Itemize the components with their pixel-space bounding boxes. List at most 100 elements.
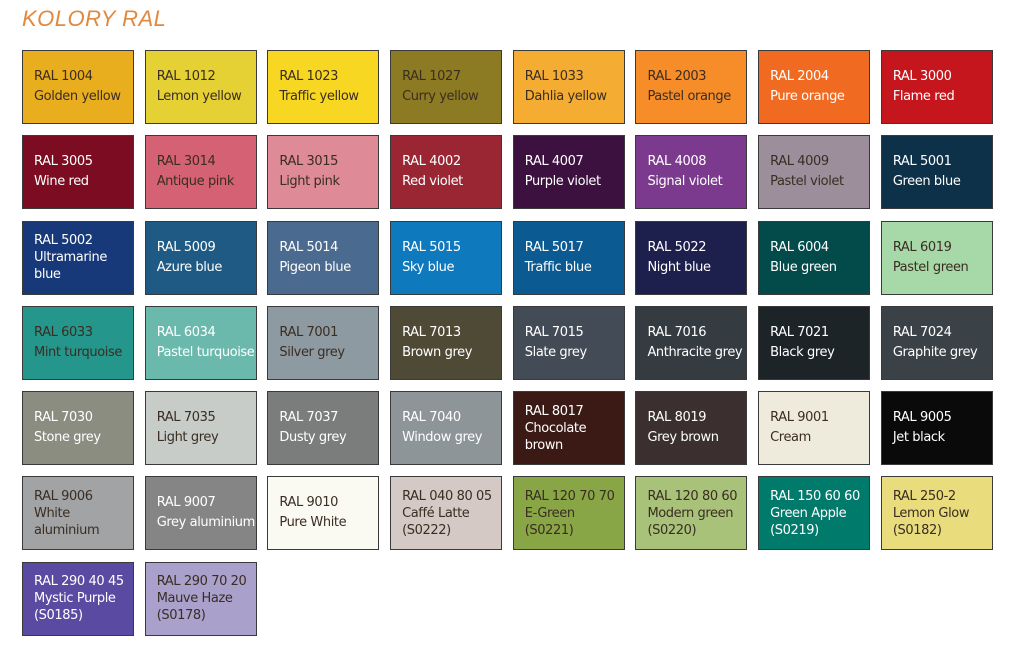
swatch-label: brown (524, 437, 564, 453)
swatch-label: Dahlia yellow (524, 89, 607, 104)
swatch-label: Brown grey (402, 344, 473, 360)
color-swatch: RAL 7040 Window grey (390, 391, 503, 466)
page-title: KOLORY RAL (22, 6, 167, 31)
swatch-label: Green blue (892, 174, 961, 190)
color-swatch: RAL 2003 Pastel orange (635, 50, 748, 124)
color-swatch: RAL 8017 Chocolate brown (512, 391, 625, 466)
color-swatch: RAL 1027 Curry yellow (390, 50, 503, 124)
swatch-code: RAL 1027 (402, 69, 461, 84)
swatch-label: Mystic Purple (34, 591, 116, 607)
swatch-label: Pastel violet (770, 174, 844, 190)
swatch-label: Grey brown (647, 430, 719, 446)
color-swatch: RAL 7001 Silver grey (267, 305, 380, 380)
swatch-label: Mint turquoise (34, 344, 122, 360)
swatch-label: Pure orange (770, 89, 845, 104)
swatch-code: RAL 6034 (156, 324, 216, 340)
swatch-label: Window grey (402, 430, 483, 446)
color-swatch: RAL 5001 Green blue (880, 135, 993, 210)
swatch-code: RAL 7024 (892, 324, 952, 340)
swatch-code: RAL 3014 (156, 154, 216, 170)
swatch-code: RAL 1033 (524, 69, 584, 84)
swatch-label: blue (34, 267, 61, 283)
swatch-label: Pigeon blue (279, 259, 351, 275)
swatch-code: RAL 150 60 60 (770, 488, 860, 504)
color-swatch: RAL 4007 Purple violet (512, 135, 625, 210)
color-swatch: RAL 290 70 20 Mauve Haze (S0178) (144, 561, 257, 636)
color-swatch: RAL 7037 Dusty grey (267, 391, 380, 466)
swatch-label: Blue green (770, 259, 837, 275)
color-swatch: RAL 7016 Anthracite grey (635, 305, 748, 380)
swatch-code: RAL 4009 (770, 154, 829, 170)
color-swatch: RAL 9007 Grey aluminium (144, 476, 257, 551)
color-swatch: RAL 1023 Traffic yellow (267, 50, 380, 124)
color-swatch: RAL 5014 Pigeon blue (267, 220, 380, 295)
swatch-label: (S0220) (647, 522, 697, 538)
swatch-label: Pastel green (892, 259, 969, 275)
color-swatch: RAL 7030 Stone grey (22, 391, 134, 466)
swatch-label: aluminium (34, 522, 100, 538)
swatch-label: (S0222) (402, 522, 451, 538)
color-swatch: RAL 7035 Light grey (144, 391, 257, 466)
swatch-code: RAL 5022 (647, 239, 707, 255)
color-swatch: RAL 7021 Black grey (758, 305, 871, 380)
swatch-code: RAL 5015 (402, 239, 461, 255)
swatch-label: Modern green (647, 505, 734, 521)
swatch-label: Pastel orange (647, 89, 731, 104)
swatch-code: RAL 7021 (770, 324, 829, 340)
swatch-code: RAL 1023 (279, 69, 339, 84)
swatch-code: RAL 4008 (647, 154, 707, 170)
color-swatch: RAL 120 80 60 Modern green (S0220) (635, 476, 748, 551)
swatch-label: (S0219) (770, 522, 819, 538)
color-swatch: RAL 1004 Golden yellow (22, 50, 134, 124)
swatch-code: RAL 1004 (34, 69, 93, 84)
color-swatch: RAL 3014 Antique pink (144, 135, 257, 210)
swatch-label: Pure White (279, 515, 347, 531)
color-swatch: RAL 5002 Ultramarine blue (22, 220, 134, 295)
color-swatch: RAL 2004 Pure orange (758, 50, 871, 124)
swatch-code: RAL 1012 (156, 69, 216, 84)
color-swatch: RAL 040 80 05 Caffé Latte (S0222) (390, 476, 503, 551)
swatch-label: Slate grey (524, 344, 587, 360)
swatch-code: RAL 9006 (34, 488, 93, 504)
color-swatch: RAL 150 60 60 Green Apple (S0219) (758, 476, 871, 551)
swatch-label: Anthracite grey (647, 344, 743, 360)
color-swatch: RAL 290 40 45 Mystic Purple (S0185) (22, 561, 134, 636)
swatch-code: RAL 9010 (279, 495, 339, 511)
swatch-code: RAL 3000 (892, 69, 952, 84)
swatch-label: (S0221) (524, 522, 574, 538)
swatch-code: RAL 5002 (34, 233, 93, 249)
swatch-label: Lemon Glow (892, 505, 970, 521)
color-swatch: RAL 1033 Dahlia yellow (512, 50, 625, 124)
swatch-code: RAL 250-2 (892, 488, 956, 504)
swatch-label: Chocolate (524, 420, 587, 436)
swatch-label: Jet black (892, 430, 945, 446)
swatch-label: E-Green (524, 505, 575, 521)
swatch-label: Grey aluminium (156, 515, 256, 531)
swatch-code: RAL 6019 (892, 239, 952, 255)
color-swatch: RAL 5022 Night blue (635, 220, 748, 295)
color-swatch: RAL 9001 Cream (758, 391, 871, 466)
swatch-label: Ultramarine (34, 250, 107, 266)
color-swatch: RAL 7013 Brown grey (390, 305, 503, 380)
swatch-code: RAL 7030 (34, 410, 93, 426)
swatch-label: Antique pink (156, 174, 235, 190)
swatch-code: RAL 6033 (34, 324, 93, 340)
swatch-label: Sky blue (402, 259, 455, 275)
color-swatch: RAL 5017 Traffic blue (512, 220, 625, 295)
color-swatch: RAL 5009 Azure blue (144, 220, 257, 295)
swatch-code: RAL 9001 (770, 410, 829, 426)
swatch-label: Silver grey (279, 344, 345, 360)
color-swatch: RAL 8019 Grey brown (635, 391, 748, 466)
swatch-code: RAL 7013 (402, 324, 461, 340)
color-swatch: RAL 6034 Pastel turquoise (144, 305, 257, 380)
color-swatch-grid: RAL 1004 Golden yellow RAL 1012 Lemon yello… (22, 50, 993, 636)
swatch-code: RAL 120 80 60 (647, 488, 738, 504)
swatch-code: RAL 7035 (156, 410, 216, 426)
swatch-label: Azure blue (156, 259, 223, 275)
swatch-code: RAL 7016 (647, 324, 707, 340)
color-swatch: RAL 3005 Wine red (22, 135, 134, 210)
swatch-code: RAL 290 40 45 (34, 574, 124, 590)
swatch-label: Dusty grey (279, 430, 347, 446)
swatch-code: RAL 3005 (34, 154, 93, 170)
swatch-label: Traffic yellow (279, 89, 359, 104)
